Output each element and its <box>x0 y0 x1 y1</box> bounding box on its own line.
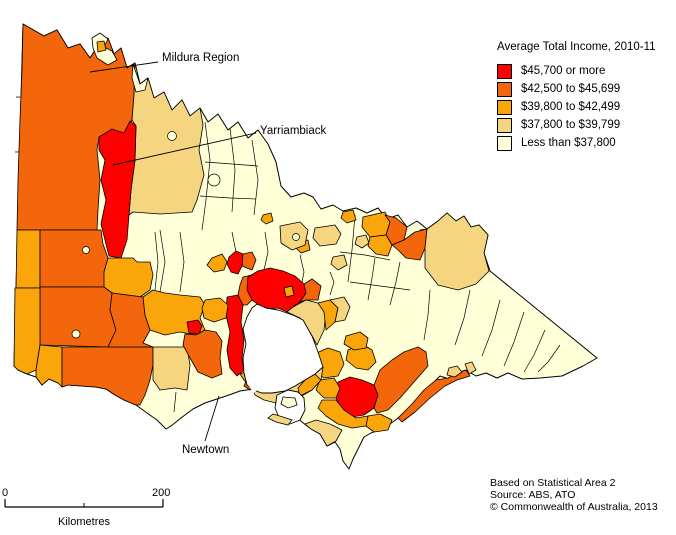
sa2-boundary-line <box>481 299 501 357</box>
legend-item-label: $45,700 or more <box>521 65 606 77</box>
footnote-basis: Based on Statistical Area 2 <box>490 477 616 489</box>
port-phillip-bay <box>242 303 324 394</box>
legend: Average Total Income, 2010-11 $45,700 or… <box>497 41 656 152</box>
legend-title: Average Total Income, 2010-11 <box>497 41 656 53</box>
map-enclave <box>207 173 221 187</box>
map-region-yarra-glen <box>330 254 348 271</box>
annotation-newtown: Newtown <box>182 444 230 456</box>
scale-unit-label: Kilometres <box>58 516 110 528</box>
map-region-yarram <box>365 413 393 433</box>
legend-swatch-red <box>497 63 512 79</box>
map-region-seymour <box>260 212 274 225</box>
map-region-mildura-east <box>96 40 107 53</box>
sa2-boundary-line <box>537 344 561 373</box>
map-region-bacchus-marsh <box>201 297 229 323</box>
legend-swatch-tan <box>497 117 512 133</box>
sa2-boundary-line <box>339 251 391 261</box>
map-region-portland <box>35 344 63 388</box>
map-region-west-wimmera <box>15 229 41 289</box>
map-region-glenrowan <box>340 209 357 224</box>
map-region-colac <box>152 346 191 391</box>
legend-swatch-cream <box>497 135 512 151</box>
map-region-lakes-b <box>464 361 477 375</box>
legend-item: $45,700 or more <box>497 62 656 80</box>
map-region-hamilton <box>39 286 117 348</box>
legend-item: $37,800 to $39,799 <box>497 116 656 134</box>
map-region-grampians <box>103 257 154 298</box>
sa2-boundary-line <box>347 214 356 283</box>
map-region-sth-gippsland <box>304 419 343 447</box>
map-region-warrnambool <box>61 346 154 406</box>
sa2-boundary-line <box>389 261 401 306</box>
sa2-boundary-line <box>454 289 471 346</box>
bay-entrance-gap <box>247 383 257 393</box>
scale-end-label: 200 <box>152 487 171 499</box>
leader-line <box>89 61 159 73</box>
map-region-drouin <box>315 377 341 399</box>
map-region-gisborne <box>226 250 244 275</box>
legend-item: $42,500 to $45,699 <box>497 80 656 98</box>
map-region-benalla <box>354 234 370 249</box>
legend-item: Less than $37,800 <box>497 134 656 152</box>
sa2-boundary-line <box>423 289 431 341</box>
map-region-murray-notch <box>131 63 149 93</box>
sa2-boundary-line <box>251 139 259 216</box>
map-region-pakenham <box>329 296 351 323</box>
scale-start-label: 0 <box>2 487 9 499</box>
map-region-macedon <box>206 253 228 273</box>
map-region-melb-east <box>299 278 322 303</box>
map-region-lakes-a <box>446 365 463 378</box>
sa2-boundary-line <box>199 195 257 200</box>
sa2-boundary-line <box>367 257 376 301</box>
footnote-copyright: © Commonwealth of Australia, 2013 <box>490 501 658 513</box>
legend-item: $39,800 to $42,499 <box>497 98 656 116</box>
sa2-boundary-line <box>204 161 259 167</box>
map-region-moe-north <box>343 331 369 351</box>
map-enclave <box>167 131 177 141</box>
map-region-wellington <box>373 346 429 414</box>
map-region-sunbury <box>241 251 257 271</box>
map-region-melbourne <box>246 267 307 313</box>
map-enclave <box>71 329 81 339</box>
sa2-boundary-line <box>179 231 185 293</box>
legend-swatch-orange <box>497 99 512 115</box>
map-region-horsham <box>39 229 109 288</box>
sa2-boundary-line <box>503 311 525 367</box>
phillip-island <box>267 413 293 426</box>
map-region-echuca-east <box>312 224 342 247</box>
map-region-golden-plains <box>182 329 223 379</box>
map-region-bright <box>391 228 428 261</box>
map-region-myrtleford <box>367 234 393 257</box>
map-region-glenelg <box>13 287 41 375</box>
annotation-yarriambiack: Yarriambiack <box>260 125 327 137</box>
legend-swatch-dark-orange <box>497 81 512 97</box>
map-region-ballarat <box>186 319 203 335</box>
map-region-melb-inner-east <box>283 285 295 298</box>
sa2-boundary-line <box>349 281 411 291</box>
french-island <box>280 396 298 409</box>
legend-item-label: $42,500 to $45,699 <box>521 83 621 95</box>
sa2-boundary-line <box>263 231 269 271</box>
legend-item-label: Less than $37,800 <box>521 137 616 149</box>
sa2-boundary-line <box>523 329 546 373</box>
map-region-yarriambiack <box>98 120 137 259</box>
footnote-source: Source: ABS, ATO <box>490 489 576 501</box>
sa2-boundary-line <box>159 229 166 293</box>
leader-line <box>204 395 220 442</box>
leader-line <box>112 132 257 166</box>
sa2-boundary-line <box>173 391 177 413</box>
annotation-mildura-region: Mildura Region <box>162 52 240 64</box>
legend-item-label: $39,800 to $42,499 <box>521 101 621 113</box>
map-enclave <box>82 246 90 254</box>
legend-item-label: $37,800 to $39,799 <box>521 119 621 131</box>
map-region-alpine <box>419 212 490 291</box>
sa2-boundary-line <box>329 271 335 296</box>
sa2-boundary-line <box>154 231 159 291</box>
map-region-sale-coast <box>397 369 471 423</box>
map-enclave <box>292 233 300 241</box>
